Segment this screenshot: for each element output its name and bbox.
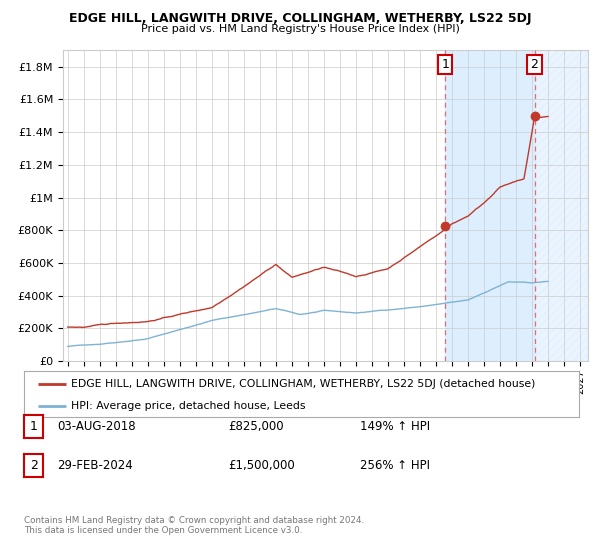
Text: £825,000: £825,000 (228, 420, 284, 433)
Text: This data is licensed under the Open Government Licence v3.0.: This data is licensed under the Open Gov… (24, 526, 302, 535)
Text: 1: 1 (441, 58, 449, 71)
Text: 149% ↑ HPI: 149% ↑ HPI (360, 420, 430, 433)
Text: £1,500,000: £1,500,000 (228, 459, 295, 472)
Text: Price paid vs. HM Land Registry's House Price Index (HPI): Price paid vs. HM Land Registry's House … (140, 24, 460, 34)
Text: 03-AUG-2018: 03-AUG-2018 (57, 420, 136, 433)
Text: Contains HM Land Registry data © Crown copyright and database right 2024.: Contains HM Land Registry data © Crown c… (24, 516, 364, 525)
Text: EDGE HILL, LANGWITH DRIVE, COLLINGHAM, WETHERBY, LS22 5DJ: EDGE HILL, LANGWITH DRIVE, COLLINGHAM, W… (69, 12, 531, 25)
Bar (445, 50, 535, 361)
Bar (535, 50, 588, 361)
Text: EDGE HILL, LANGWITH DRIVE, COLLINGHAM, WETHERBY, LS22 5DJ (detached house): EDGE HILL, LANGWITH DRIVE, COLLINGHAM, W… (71, 379, 536, 389)
Text: 2: 2 (530, 58, 538, 71)
Text: 256% ↑ HPI: 256% ↑ HPI (360, 459, 430, 472)
Text: HPI: Average price, detached house, Leeds: HPI: Average price, detached house, Leed… (71, 401, 305, 410)
Text: 1: 1 (29, 420, 38, 433)
Text: 29-FEB-2024: 29-FEB-2024 (57, 459, 133, 472)
Text: 2: 2 (29, 459, 38, 472)
